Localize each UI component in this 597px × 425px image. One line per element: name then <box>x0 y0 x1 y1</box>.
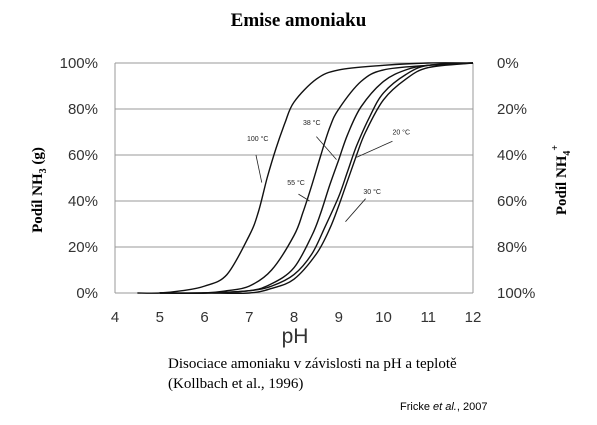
curves <box>137 62 474 295</box>
source-author: Fricke <box>400 401 430 413</box>
label-leader-line <box>345 198 366 222</box>
series-line <box>159 62 474 294</box>
source-year: , 2007 <box>456 401 488 413</box>
series-line <box>137 62 474 294</box>
series-line <box>159 62 474 295</box>
y-tick-label-left: 20% <box>68 239 98 256</box>
curve-label: 30 °C <box>363 188 381 196</box>
label-leader-line <box>316 136 337 160</box>
source-etal: et al. <box>433 401 457 413</box>
source-credit: Fricke et al., 2007 <box>400 401 487 413</box>
y-tick-label-right: 100% <box>497 285 535 302</box>
x-tick-label: 10 <box>375 309 392 326</box>
y-tick-labels-right: 100% 80% 60% 40% 20% 0% <box>497 55 535 302</box>
y-axis-label-right: Podíl NH4+ <box>550 145 573 216</box>
x-tick-label: 7 <box>245 309 253 326</box>
x-axis-label: pH <box>282 325 309 348</box>
curve-label: 38 °C <box>303 119 321 127</box>
caption-line-2: (Kollbach et al., 1996) <box>168 376 304 392</box>
x-tick-labels: 4 5 6 7 8 9 10 11 12 <box>111 309 482 326</box>
y-tick-label-right: 60% <box>497 193 527 210</box>
y-tick-label-right: 20% <box>497 101 527 118</box>
series-line <box>159 62 474 294</box>
y-tick-label-left: 100% <box>60 55 98 72</box>
y-tick-label-right: 0% <box>497 55 519 72</box>
x-tick-label: 8 <box>290 309 298 326</box>
series-line <box>159 62 474 294</box>
curve-labels: 100 °C 55 °C 38 °C 20 °C 30 °C <box>247 119 410 222</box>
x-tick-label: 12 <box>465 309 482 326</box>
x-tick-label: 9 <box>335 309 343 326</box>
grid-lines <box>114 62 474 294</box>
y-tick-label-left: 80% <box>68 101 98 118</box>
y-tick-label-left: 40% <box>68 193 98 210</box>
y-tick-label-left: 60% <box>68 147 98 164</box>
caption-line-1: Disociace amoniaku v závislosti na pH a … <box>168 356 457 372</box>
y-tick-label-right: 80% <box>497 239 527 256</box>
y-tick-labels-left: 0% 20% 40% 60% 80% 100% <box>60 55 98 302</box>
y-tick-label-left: 0% <box>76 285 98 302</box>
curve-label: 55 °C <box>287 179 305 187</box>
x-tick-label: 5 <box>156 309 164 326</box>
x-tick-label: 4 <box>111 309 119 326</box>
chart-title: Emise amoniaku <box>230 10 367 31</box>
y-axis-label-left: Podíl NH3 (g) <box>30 147 49 233</box>
label-leader-line <box>255 154 263 183</box>
x-tick-label: 11 <box>420 309 436 326</box>
y-tick-label-right: 40% <box>497 147 527 164</box>
curve-label: 20 °C <box>392 128 410 136</box>
label-leader-line <box>298 193 310 202</box>
x-tick-label: 6 <box>200 309 208 326</box>
figure-caption: Disociace amoniaku v závislosti na pH a … <box>168 354 498 394</box>
label-leader-line <box>356 140 393 158</box>
curve-label: 100 °C <box>247 135 268 143</box>
